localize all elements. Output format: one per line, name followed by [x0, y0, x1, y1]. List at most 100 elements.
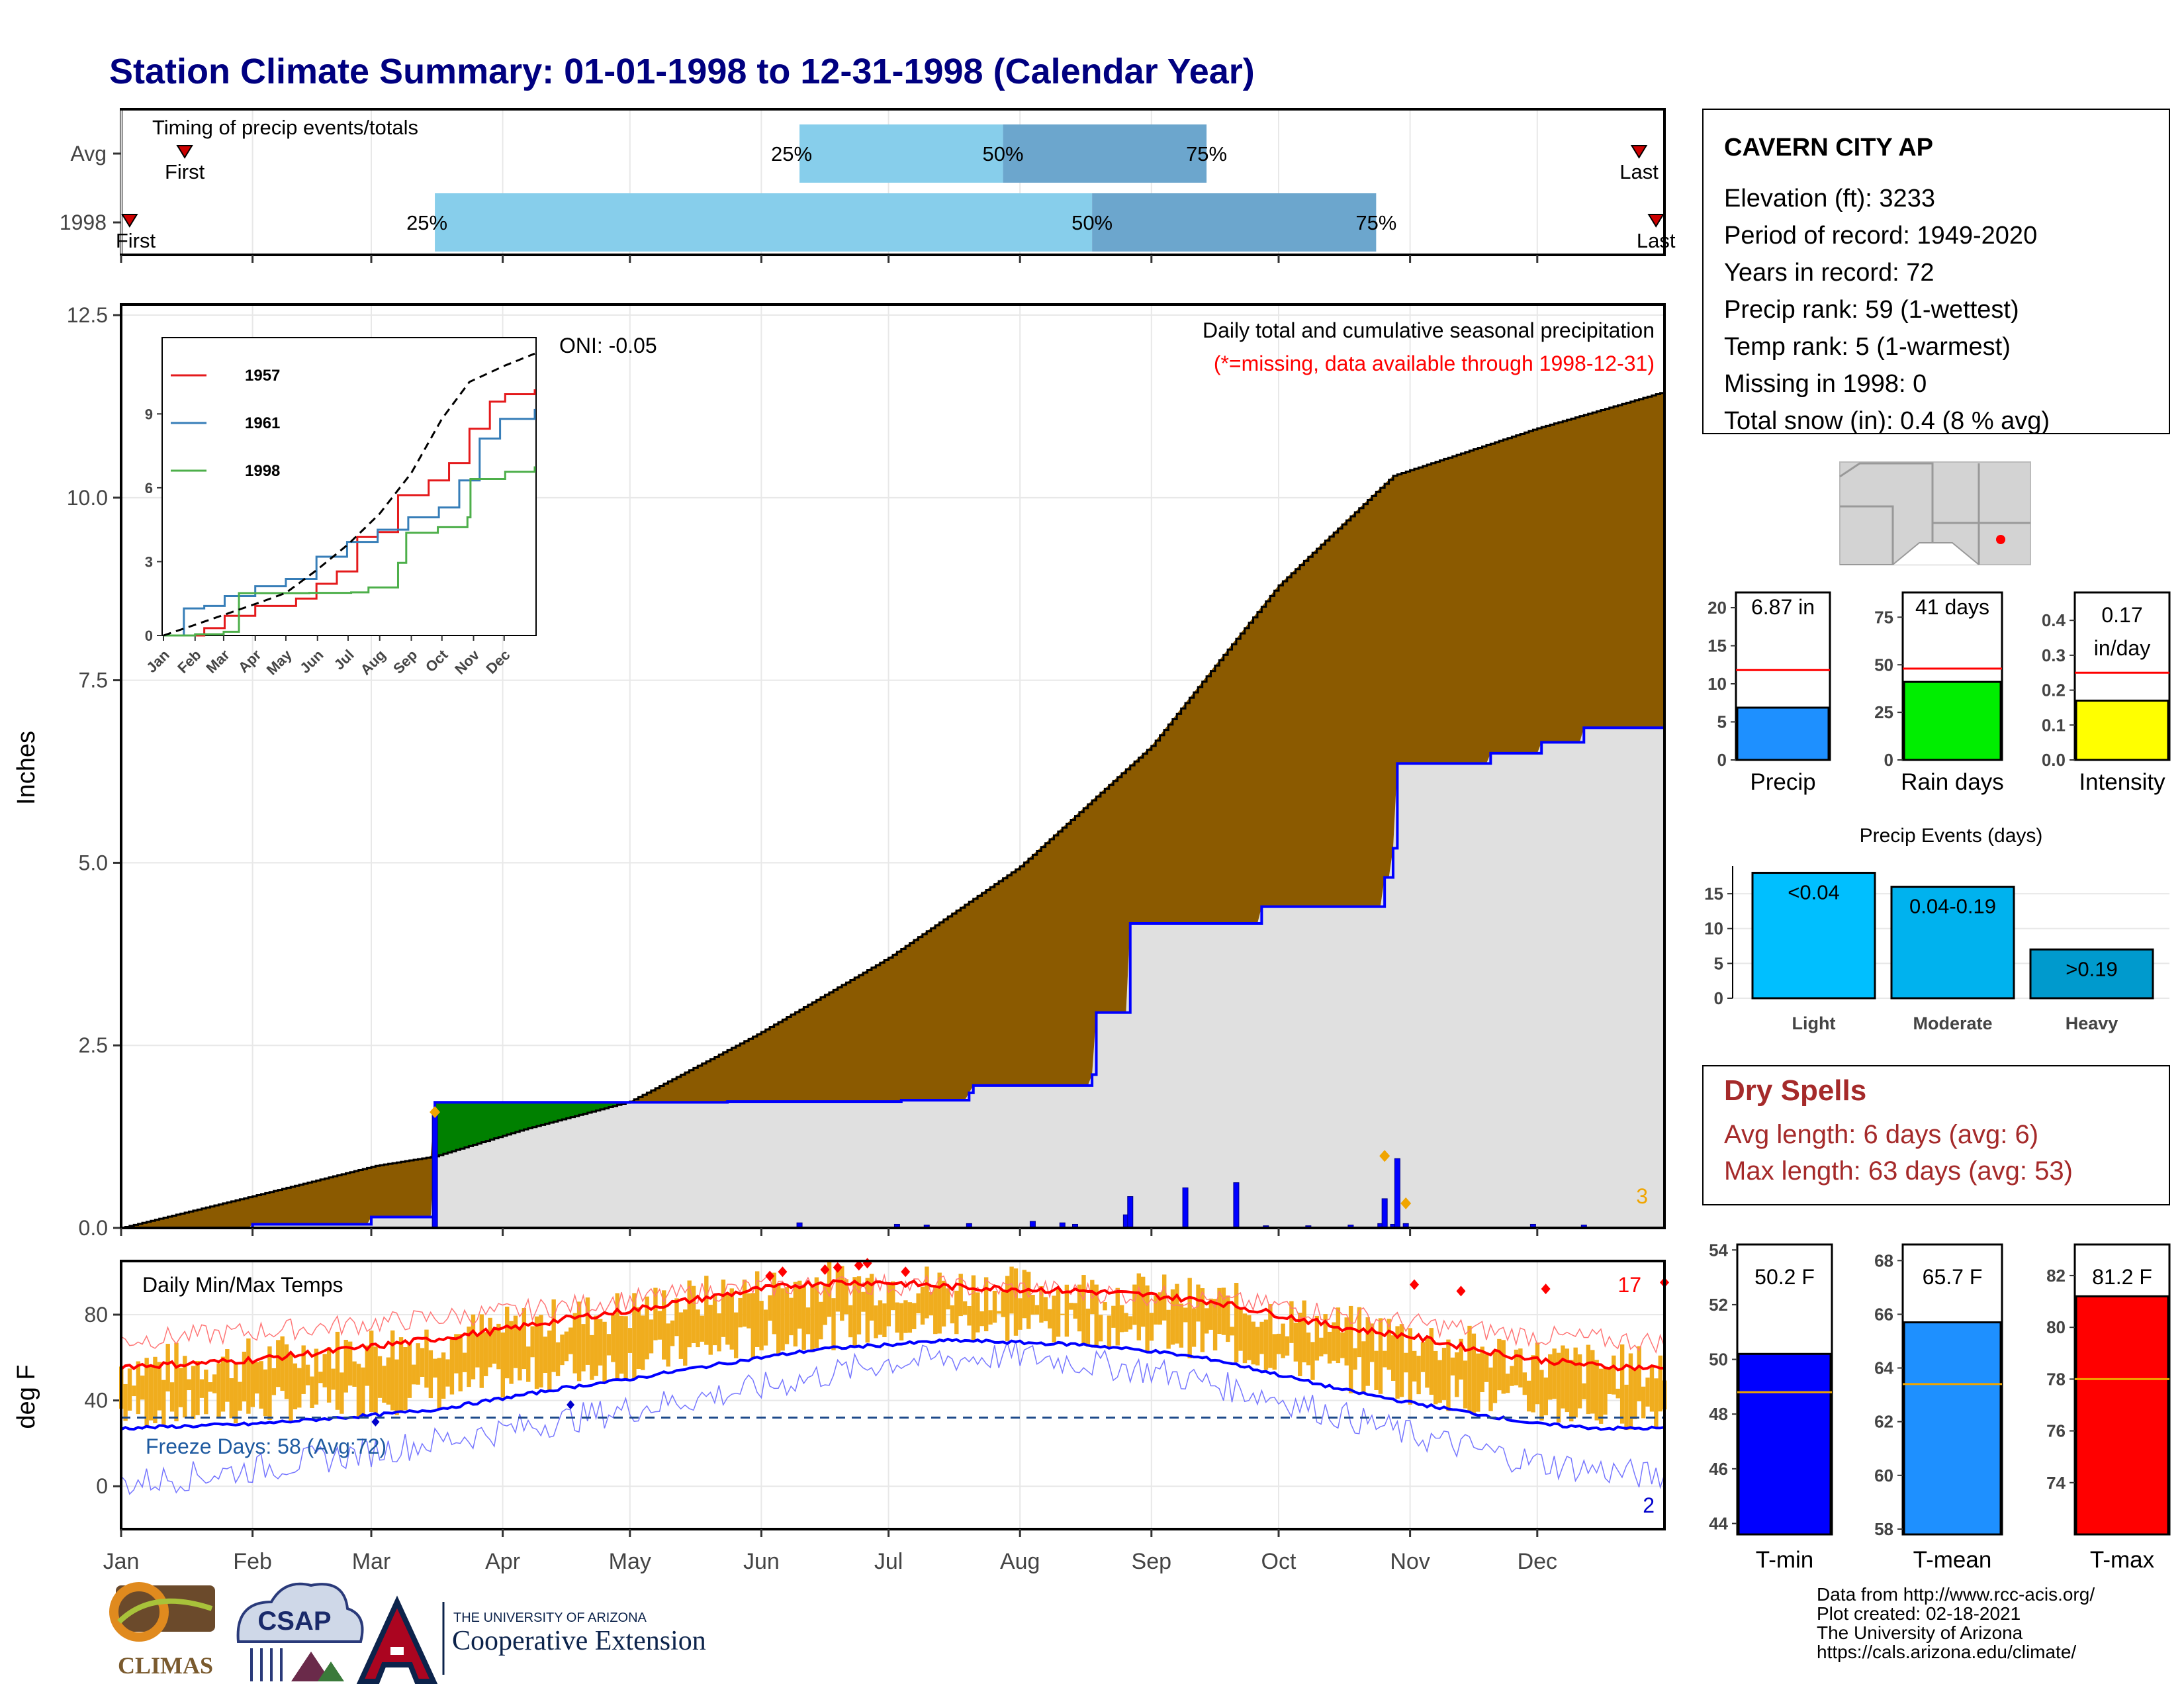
daily-temp-range-bar	[428, 1350, 433, 1399]
daily-temp-range-bar	[1480, 1346, 1484, 1393]
daily-temp-range-bar	[1416, 1356, 1421, 1395]
daily-temp-range-bar	[1501, 1340, 1506, 1394]
daily-temp-range-bar	[1107, 1315, 1112, 1348]
page-title: Station Climate Summary: 01-01-1998 to 1…	[109, 52, 1255, 91]
daily-temp-range-bar	[153, 1356, 158, 1424]
daily-temp-range-bar	[729, 1288, 734, 1350]
daily-temp-range-bar	[1026, 1272, 1031, 1329]
daily-temp-range-bar	[687, 1280, 692, 1348]
record-high-marker	[901, 1266, 911, 1278]
temp-bar-y-tick-label: 74	[2046, 1473, 2066, 1493]
temp-bar-y-tick-label: 60	[1874, 1466, 1893, 1485]
daily-temp-range-bar	[1340, 1332, 1345, 1358]
daily-temp-range-bar	[1628, 1353, 1633, 1430]
daily-temp-range-bar	[132, 1385, 136, 1397]
daily-temp-range-bar	[509, 1321, 514, 1384]
record-high-marker	[778, 1266, 788, 1278]
daily-temp-range-bar	[1217, 1288, 1222, 1335]
temp-bar-label: T-min	[1756, 1547, 1814, 1573]
temp-bar-label: T-mean	[1913, 1547, 1992, 1573]
daily-temp-range-bar	[1387, 1319, 1391, 1370]
daily-temp-range-bar	[627, 1328, 633, 1353]
daily-temp-range-bar	[929, 1291, 934, 1316]
daily-temp-range-bar	[1654, 1378, 1659, 1429]
daily-temp-range-bar	[1510, 1366, 1514, 1386]
daily-temp-range-bar	[979, 1311, 984, 1327]
precip-y-tick-label: 0.0	[79, 1216, 108, 1240]
daily-temp-range-bar	[1348, 1305, 1353, 1393]
station-info-line: Missing in 1998: 0	[1724, 370, 1927, 398]
temp-y-tick-label: 0	[96, 1474, 108, 1498]
daily-temp-range-bar	[754, 1271, 760, 1347]
mini-y-tick-label: 0.1	[2042, 715, 2066, 735]
daily-temp-range-bar	[1319, 1337, 1324, 1357]
daily-temp-range-bar	[801, 1284, 806, 1350]
daily-precip-bar	[1182, 1187, 1189, 1229]
daily-temp-range-bar	[1205, 1308, 1209, 1334]
month-label: Jun	[743, 1549, 780, 1574]
daily-temp-range-bar	[1191, 1308, 1197, 1347]
daily-temp-range-bar	[1598, 1368, 1604, 1424]
daily-temp-range-bar	[199, 1379, 205, 1398]
daily-temp-range-bar	[178, 1368, 183, 1407]
heavy-event-marker	[1400, 1197, 1412, 1209]
inset-y-tick-label: 0	[145, 628, 153, 644]
daily-temp-range-bar	[725, 1293, 730, 1345]
daily-temp-range-bar	[183, 1356, 187, 1418]
daily-temp-range-bar	[1332, 1322, 1336, 1361]
daily-temp-range-bar	[793, 1282, 798, 1347]
timing-panel: Avg 25% 50% 75% First Last 1998 25% 50% 75% First L…	[60, 108, 1676, 256]
timing-row-label: Avg	[70, 142, 107, 165]
mini-y-tick-label: 20	[1707, 598, 1727, 618]
daily-temp-range-bar	[1001, 1291, 1005, 1317]
mini-y-tick-label: 0	[1717, 750, 1727, 770]
daily-temp-range-bar	[1212, 1299, 1218, 1351]
mini-y-tick-label: 0.3	[2042, 645, 2066, 665]
daily-temp-range-bar	[191, 1366, 196, 1419]
daily-temp-range-bar	[827, 1260, 832, 1317]
daily-temp-range-bar	[662, 1290, 666, 1360]
daily-temp-range-bar	[1561, 1345, 1565, 1409]
daily-temp-range-bar	[585, 1297, 590, 1365]
daily-temp-range-bar	[865, 1278, 870, 1343]
daily-temp-range-bar	[551, 1299, 556, 1372]
daily-temp-range-bar	[920, 1286, 925, 1325]
events-y-tick-label: 10	[1704, 919, 1723, 939]
daily-temp-range-bar	[1263, 1319, 1269, 1370]
daily-temp-range-bar	[382, 1366, 387, 1403]
csap-logo: CSAP	[236, 1582, 364, 1681]
station-info-line: Years in record: 72	[1724, 259, 1934, 287]
daily-temp-range-bar	[216, 1363, 221, 1419]
daily-temp-range-bar	[1069, 1303, 1073, 1310]
daily-temp-range-bar	[1170, 1289, 1175, 1345]
daily-temp-range-bar	[971, 1275, 976, 1341]
daily-temp-range-bar	[835, 1266, 841, 1312]
daily-temp-range-bar	[602, 1321, 607, 1384]
precip-y-tick-label: 2.5	[79, 1033, 108, 1057]
daily-temp-range-bar	[1450, 1357, 1455, 1376]
temp-bar-label: T-max	[2090, 1547, 2155, 1573]
timing-label: Timing of precip events/totals	[152, 116, 418, 139]
daily-temp-range-bar	[852, 1277, 857, 1347]
station-info-line: Temp rank: 5 (1-warmest)	[1724, 333, 2011, 361]
first-event-label: First	[116, 229, 156, 252]
daily-temp-range-bar	[649, 1319, 654, 1354]
daily-temp-range-bar	[250, 1362, 255, 1407]
events-category-label: Heavy	[2066, 1013, 2118, 1033]
svg-text:Cooperative Extension: Cooperative Extension	[452, 1626, 706, 1656]
daily-temp-range-bar	[403, 1347, 408, 1411]
timing-q25-label: 25%	[771, 142, 812, 165]
daily-temp-range-bar	[1633, 1368, 1637, 1419]
daily-temp-range-bar	[513, 1315, 518, 1368]
daily-temp-range-bar	[861, 1291, 866, 1312]
daily-precip-bar	[1233, 1182, 1240, 1229]
daily-temp-range-bar	[1043, 1297, 1048, 1321]
timing-q75-label: 75%	[1355, 211, 1396, 234]
observed-cumulative-precip-line	[121, 726, 1666, 1229]
temp-bar-y-tick-label: 80	[2046, 1317, 2066, 1337]
daily-temp-range-bar	[1492, 1352, 1498, 1403]
daily-temp-range-bar	[246, 1338, 251, 1414]
daily-temp-range-bar	[670, 1320, 675, 1346]
daily-temp-range-bar	[1187, 1278, 1192, 1358]
daily-temp-range-bar	[1569, 1360, 1574, 1422]
